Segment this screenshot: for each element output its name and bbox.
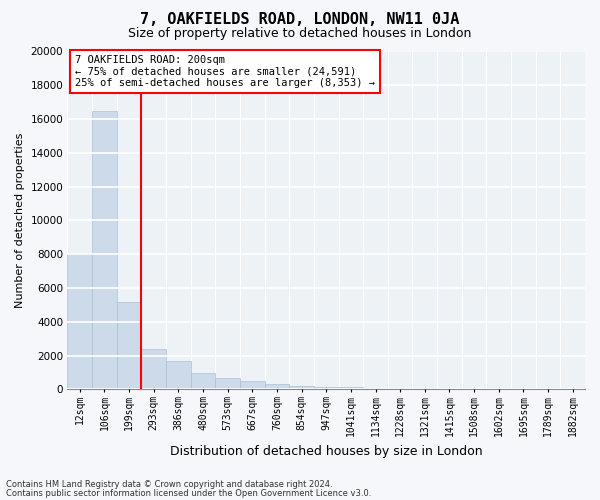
Bar (142, 349, 166, 390)
Text: Contains HM Land Registry data © Crown copyright and database right 2024.: Contains HM Land Registry data © Crown c… (6, 480, 332, 489)
Bar (338, 388, 363, 390)
Bar (166, 361, 191, 390)
Bar (363, 388, 388, 390)
Bar (289, 386, 314, 390)
Bar (67, 254, 92, 390)
X-axis label: Distribution of detached houses by size in London: Distribution of detached houses by size … (170, 444, 482, 458)
Text: 7, OAKFIELDS ROAD, LONDON, NW11 0JA: 7, OAKFIELDS ROAD, LONDON, NW11 0JA (140, 12, 460, 28)
Bar (240, 382, 265, 390)
Bar (314, 386, 338, 390)
Bar (265, 384, 289, 390)
Bar (388, 388, 412, 390)
Bar (462, 389, 487, 390)
Text: 7 OAKFIELDS ROAD: 200sqm
← 75% of detached houses are smaller (24,591)
25% of se: 7 OAKFIELDS ROAD: 200sqm ← 75% of detach… (75, 55, 375, 88)
Text: Contains public sector information licensed under the Open Government Licence v3: Contains public sector information licen… (6, 489, 371, 498)
Bar (117, 302, 142, 390)
Bar (92, 110, 117, 390)
Bar (191, 373, 215, 390)
Bar (437, 388, 462, 390)
Y-axis label: Number of detached properties: Number of detached properties (15, 133, 25, 308)
Bar (215, 378, 240, 390)
Bar (412, 388, 437, 390)
Text: Size of property relative to detached houses in London: Size of property relative to detached ho… (128, 28, 472, 40)
